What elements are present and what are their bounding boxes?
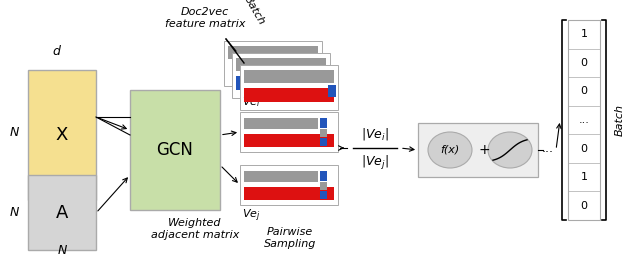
Ellipse shape: [428, 132, 472, 168]
Text: ...: ...: [542, 142, 554, 154]
Bar: [418, 123, 538, 177]
Text: 0: 0: [580, 144, 588, 154]
Bar: [320, 129, 327, 137]
Text: f(x): f(x): [440, 145, 460, 155]
Bar: [320, 191, 327, 199]
Bar: [244, 118, 318, 129]
Text: $|Ve_{j}|$: $|Ve_{j}|$: [361, 154, 389, 172]
Text: 0: 0: [580, 86, 588, 96]
Text: ...: ...: [579, 115, 589, 125]
Text: 0: 0: [580, 58, 588, 68]
Text: $Ve_{i}$: $Ve_{i}$: [242, 95, 260, 109]
Bar: [244, 187, 334, 200]
Text: N: N: [58, 244, 67, 257]
Text: Pairwise
Sampling: Pairwise Sampling: [264, 227, 316, 249]
Bar: [236, 58, 326, 71]
Text: 0: 0: [580, 201, 588, 211]
Bar: [244, 171, 318, 182]
Text: $Ve_{j}$: $Ve_{j}$: [242, 208, 260, 224]
Bar: [28, 70, 96, 200]
Text: A: A: [56, 204, 68, 222]
Text: Batch: Batch: [615, 104, 625, 136]
Text: 1: 1: [580, 172, 588, 182]
Bar: [320, 182, 327, 190]
Bar: [28, 175, 96, 250]
Bar: [236, 76, 316, 90]
Text: Batch: Batch: [242, 0, 267, 27]
Text: $|Ve_{i}|$: $|Ve_{i}|$: [361, 126, 389, 142]
Text: N: N: [10, 205, 19, 219]
Bar: [244, 134, 334, 147]
Text: GCN: GCN: [157, 141, 193, 159]
Text: +: +: [478, 143, 490, 157]
Text: Doc2vec
feature matrix: Doc2vec feature matrix: [164, 7, 245, 29]
Bar: [244, 87, 334, 102]
Bar: [240, 165, 338, 205]
Text: 1: 1: [580, 29, 588, 39]
Bar: [320, 138, 327, 146]
Text: X: X: [56, 126, 68, 144]
Ellipse shape: [488, 132, 532, 168]
Bar: [244, 70, 334, 83]
Text: N: N: [10, 126, 19, 139]
Bar: [240, 112, 338, 152]
Bar: [320, 171, 327, 181]
Bar: [328, 85, 336, 98]
Bar: [228, 46, 318, 59]
Bar: [568, 20, 600, 220]
Text: d: d: [52, 45, 60, 58]
Bar: [320, 118, 327, 128]
Bar: [224, 41, 322, 86]
Bar: [240, 65, 338, 110]
Bar: [130, 90, 220, 210]
Text: Weighted
adjacent matrix: Weighted adjacent matrix: [151, 218, 239, 240]
Bar: [232, 53, 330, 98]
